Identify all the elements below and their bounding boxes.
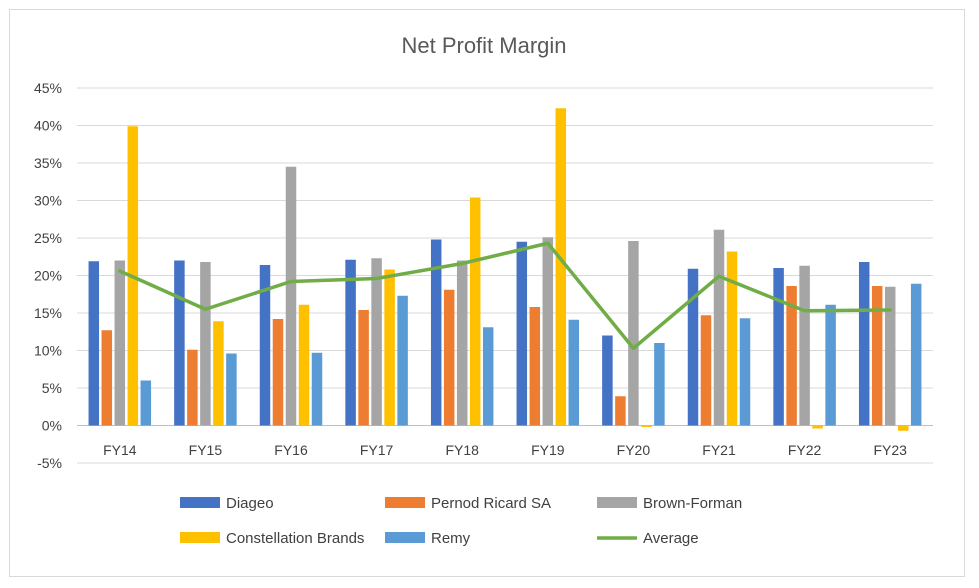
y-tick-label: 40% (34, 118, 62, 134)
bar (812, 425, 823, 429)
bar (200, 262, 211, 426)
x-tick-label: FY23 (873, 442, 907, 458)
y-tick-label: 25% (34, 230, 62, 246)
x-tick-label: FY15 (189, 442, 223, 458)
x-tick-label: FY20 (617, 442, 651, 458)
bar (654, 343, 665, 426)
y-tick-label: 5% (42, 380, 62, 396)
legend-swatch (180, 532, 220, 543)
y-tick-label: 10% (34, 343, 62, 359)
bar (713, 229, 725, 426)
y-tick-label: 30% (34, 193, 62, 209)
average-line-group (118, 241, 892, 350)
bar (739, 318, 751, 426)
y-axis-ticks: 45% 40% 35% 30% 25% 20% 15% 10% 5% 0% -5% (34, 80, 62, 471)
y-tick-label: 20% (34, 268, 62, 284)
bar (213, 321, 224, 426)
legend-label: Pernod Ricard SA (431, 495, 551, 512)
bar (516, 241, 528, 426)
legend-label: Constellation Brands (226, 530, 364, 547)
bar (358, 310, 369, 426)
bar (101, 330, 113, 426)
bar (568, 319, 580, 426)
bar (615, 396, 626, 426)
bar (555, 108, 567, 426)
bars (88, 108, 922, 431)
bar (884, 286, 896, 426)
bar (529, 307, 541, 426)
bar (88, 261, 100, 426)
bar (825, 304, 836, 426)
y-tick-label: 15% (34, 305, 62, 321)
bar (443, 289, 455, 426)
legend-label: Brown-Forman (643, 495, 742, 512)
y-tick-label: 0% (42, 418, 62, 434)
y-tick-label: 35% (34, 155, 62, 171)
legend-label: Diageo (226, 495, 274, 512)
y-tick-label: -5% (37, 455, 62, 471)
bar (700, 315, 712, 426)
x-tick-label: FY22 (788, 442, 822, 458)
average-line (118, 241, 892, 350)
bar (482, 327, 494, 426)
bar (114, 260, 126, 426)
y-tick-label: 45% (34, 80, 62, 96)
x-tick-label: FY14 (103, 442, 137, 458)
bar (641, 425, 652, 427)
bar (140, 380, 152, 426)
x-tick-label: FY19 (531, 442, 565, 458)
x-tick-label: FY21 (702, 442, 736, 458)
legend: Diageo Pernod Ricard SA Brown-Forman Conste… (180, 495, 742, 547)
legend-swatch (597, 497, 637, 508)
bar (345, 259, 356, 426)
bar (397, 295, 408, 426)
bar (384, 269, 395, 426)
bar (259, 265, 271, 426)
bar (773, 268, 784, 426)
bar (430, 239, 442, 426)
bar (187, 349, 198, 426)
bar (542, 237, 554, 426)
bar (858, 262, 870, 426)
legend-swatch (180, 497, 220, 508)
bar (371, 258, 382, 426)
bar (469, 197, 481, 426)
x-axis-ticks: FY14 FY15 FY16 FY17 FY18 FY19 FY20 FY21 FY22 FY23 (103, 442, 907, 458)
bar (871, 286, 883, 426)
bar (272, 319, 284, 426)
bar (786, 286, 797, 426)
bar (226, 353, 237, 426)
bar (298, 304, 310, 426)
bar (897, 425, 909, 431)
x-tick-label: FY17 (360, 442, 394, 458)
legend-swatch (385, 532, 425, 543)
bar (910, 283, 922, 426)
bar (174, 260, 185, 426)
bar (602, 335, 613, 426)
bar (456, 260, 468, 426)
x-tick-label: FY16 (274, 442, 308, 458)
chart-title: Net Profit Margin (401, 33, 566, 58)
bar (311, 352, 323, 426)
bar (285, 166, 297, 426)
x-tick-label: FY18 (445, 442, 479, 458)
bar (628, 241, 639, 426)
bar (687, 268, 699, 426)
bar (799, 265, 810, 426)
legend-label: Remy (431, 530, 471, 547)
legend-swatch (385, 497, 425, 508)
legend-label: Average (643, 530, 699, 547)
bar (726, 251, 738, 426)
